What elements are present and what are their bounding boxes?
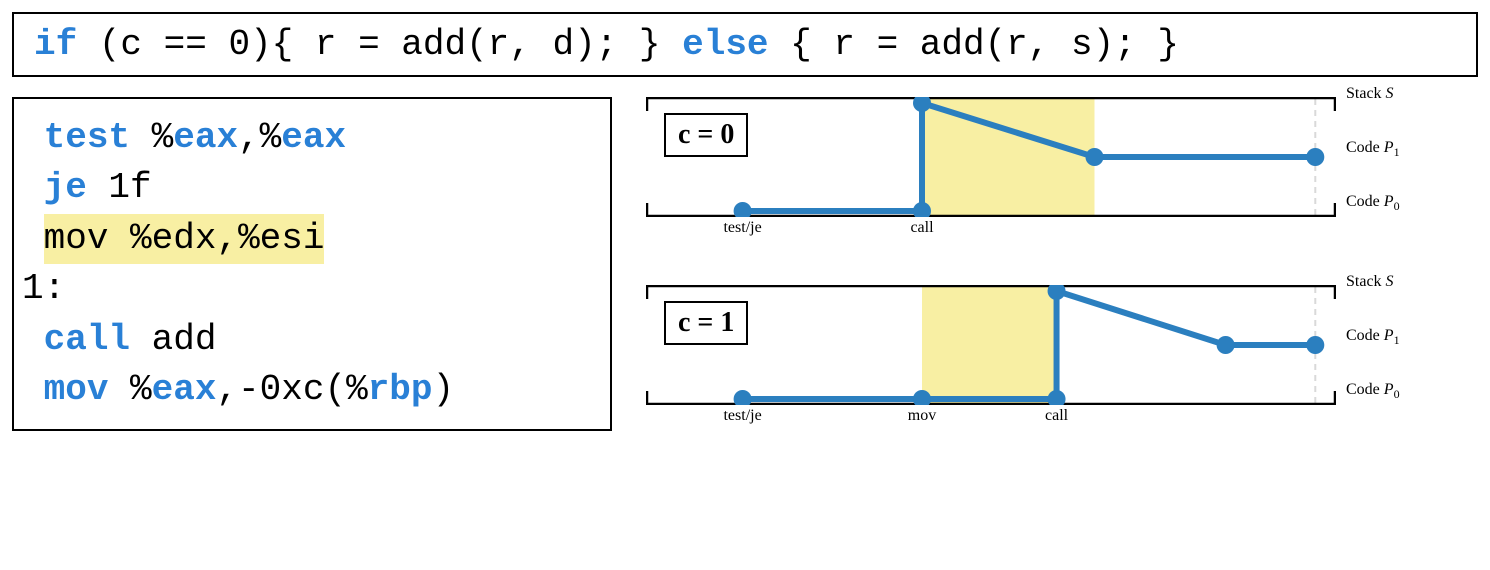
asm-line: je 1f <box>22 163 602 213</box>
asm-line: mov %eax,-0xc(%rbp) <box>22 365 602 415</box>
y-axis-label: Code P0 <box>1346 381 1400 402</box>
assembly-box: test %eax,%eax je 1f mov %edx,%esi1: cal… <box>12 97 612 431</box>
trace-chart: c = 0Stack SCode P1Code P0test/jecall <box>646 97 1466 257</box>
asm-line: mov %edx,%esi <box>22 214 602 264</box>
y-axis-label: Code P1 <box>1346 327 1400 348</box>
x-axis-label: test/je <box>723 219 761 237</box>
charts-column: c = 0 Stack S Code P1 Code P0 test/je call c =… <box>646 97 1478 445</box>
x-axis-label: call <box>1045 407 1068 425</box>
chart-badge: c = 0 <box>664 113 748 157</box>
c-source-box: if (c == 0){ r = add(r, d); } else { r =… <box>12 12 1478 77</box>
x-axis-label: mov <box>908 407 936 425</box>
y-axis-label: Code P0 <box>1346 193 1400 214</box>
asm-line: test %eax,%eax <box>22 113 602 163</box>
asm-line: call add <box>22 315 602 365</box>
trace-chart: c = 1Stack SCode P1Code P0test/jemovcall <box>646 285 1466 445</box>
chart-badge: c = 1 <box>664 301 748 345</box>
c-source-code: if (c == 0){ r = add(r, d); } else { r =… <box>34 24 1179 65</box>
bottom-row: test %eax,%eax je 1f mov %edx,%esi1: cal… <box>12 97 1478 445</box>
asm-line: 1: <box>22 264 602 314</box>
x-axis-label: test/je <box>723 407 761 425</box>
y-axis-label: Stack S <box>1346 273 1394 291</box>
y-axis-label: Stack S <box>1346 85 1394 103</box>
y-axis-label: Code P1 <box>1346 139 1400 160</box>
x-axis-label: call <box>910 219 933 237</box>
